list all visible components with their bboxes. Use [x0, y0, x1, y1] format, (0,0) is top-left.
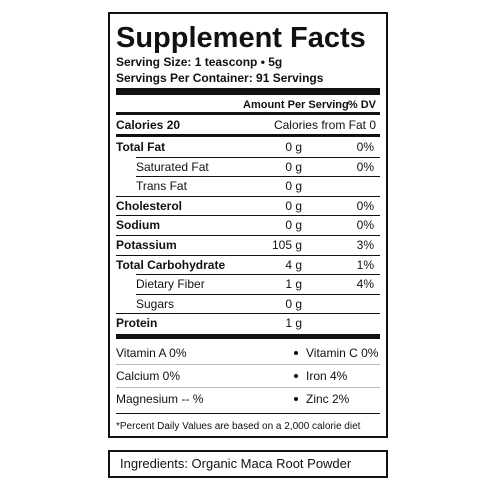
nutrient-amount: 0 g	[285, 296, 302, 311]
nutrient-amount: 0 g	[285, 159, 302, 174]
calories-from-fat: Calories from Fat 0	[273, 118, 376, 132]
dv-header: % DV	[347, 99, 376, 111]
nutrient-dv: 0%	[356, 218, 374, 233]
divider	[116, 88, 380, 95]
nutrient-amount: 105 g	[271, 238, 302, 252]
vitamin: Vitamin C 0%	[306, 346, 379, 360]
row-divider	[116, 254, 380, 256]
row-divider	[136, 274, 380, 276]
nutrient-dv: 4%	[356, 277, 374, 292]
nutrient-amount: 0 g	[285, 179, 302, 194]
vitamin: Calcium 0%	[116, 369, 181, 383]
bullet	[294, 374, 298, 378]
bullet	[294, 351, 298, 355]
row-divider	[116, 313, 380, 315]
ingredients: Ingredients: Organic Maca Root Powder	[120, 456, 352, 471]
title: Supplement Facts	[116, 22, 366, 54]
bullet	[294, 397, 298, 401]
ingredients-box: Ingredients: Organic Maca Root Powder	[108, 450, 388, 478]
nutrient-amount: 1 g	[285, 316, 302, 331]
row-divider	[136, 293, 380, 295]
nutrient-amount: 0 g	[285, 218, 302, 233]
nutrient-dv: 0%	[356, 159, 374, 174]
nutrient-name: Total Carbohydrate	[116, 257, 226, 272]
serving-size: Serving Size: 1 teasconp • 5g	[116, 55, 283, 69]
amount-header: Amount Per Serving	[243, 99, 349, 111]
nutrient-name: Trans Fat	[136, 179, 187, 194]
nutrient-dv: 0%	[356, 198, 374, 213]
vitamin: Iron 4%	[306, 369, 348, 383]
nutrient-name: Protein	[116, 316, 158, 331]
calories: Calories 20	[116, 118, 181, 132]
row-divider	[136, 176, 380, 178]
nutrient-amount: 0 g	[285, 140, 302, 154]
vitamin: Zinc 2%	[306, 392, 350, 406]
nutrient-dv: 0%	[356, 140, 374, 154]
nutrient-amount: 4 g	[285, 257, 302, 272]
row-divider	[116, 234, 380, 236]
divider	[116, 334, 380, 339]
footnote: *Percent Daily Values are based on a 2,0…	[116, 421, 361, 432]
nutrient-name: Potassium	[116, 238, 177, 252]
supplement-facts-panel: Supplement Facts Serving Size: 1 teascon…	[108, 12, 388, 438]
row-divider	[136, 156, 380, 158]
nutrient-amount: 0 g	[285, 198, 302, 213]
row-divider	[116, 195, 380, 197]
nutrient-name: Sodium	[116, 218, 160, 233]
row-divider	[116, 364, 380, 365]
divider	[116, 134, 380, 137]
divider	[116, 413, 380, 414]
nutrient-dv: 1%	[356, 257, 374, 272]
divider	[116, 112, 380, 115]
row-divider	[116, 215, 380, 217]
nutrient-name: Cholesterol	[116, 198, 183, 213]
nutrient-amount: 1 g	[285, 277, 302, 292]
row-divider	[116, 387, 380, 388]
vitamin: Magnesium -- %	[116, 392, 204, 406]
nutrient-name: Sugars	[136, 296, 175, 311]
nutrient-dv: 3%	[356, 238, 374, 252]
nutrient-name: Saturated Fat	[136, 159, 209, 174]
vitamin: Vitamin A 0%	[116, 346, 187, 360]
nutrient-name: Dietary Fiber	[136, 277, 205, 292]
nutrient-name: Total Fat	[116, 140, 166, 154]
servings-per-container: Servings Per Container: 91 Servings	[116, 71, 324, 85]
